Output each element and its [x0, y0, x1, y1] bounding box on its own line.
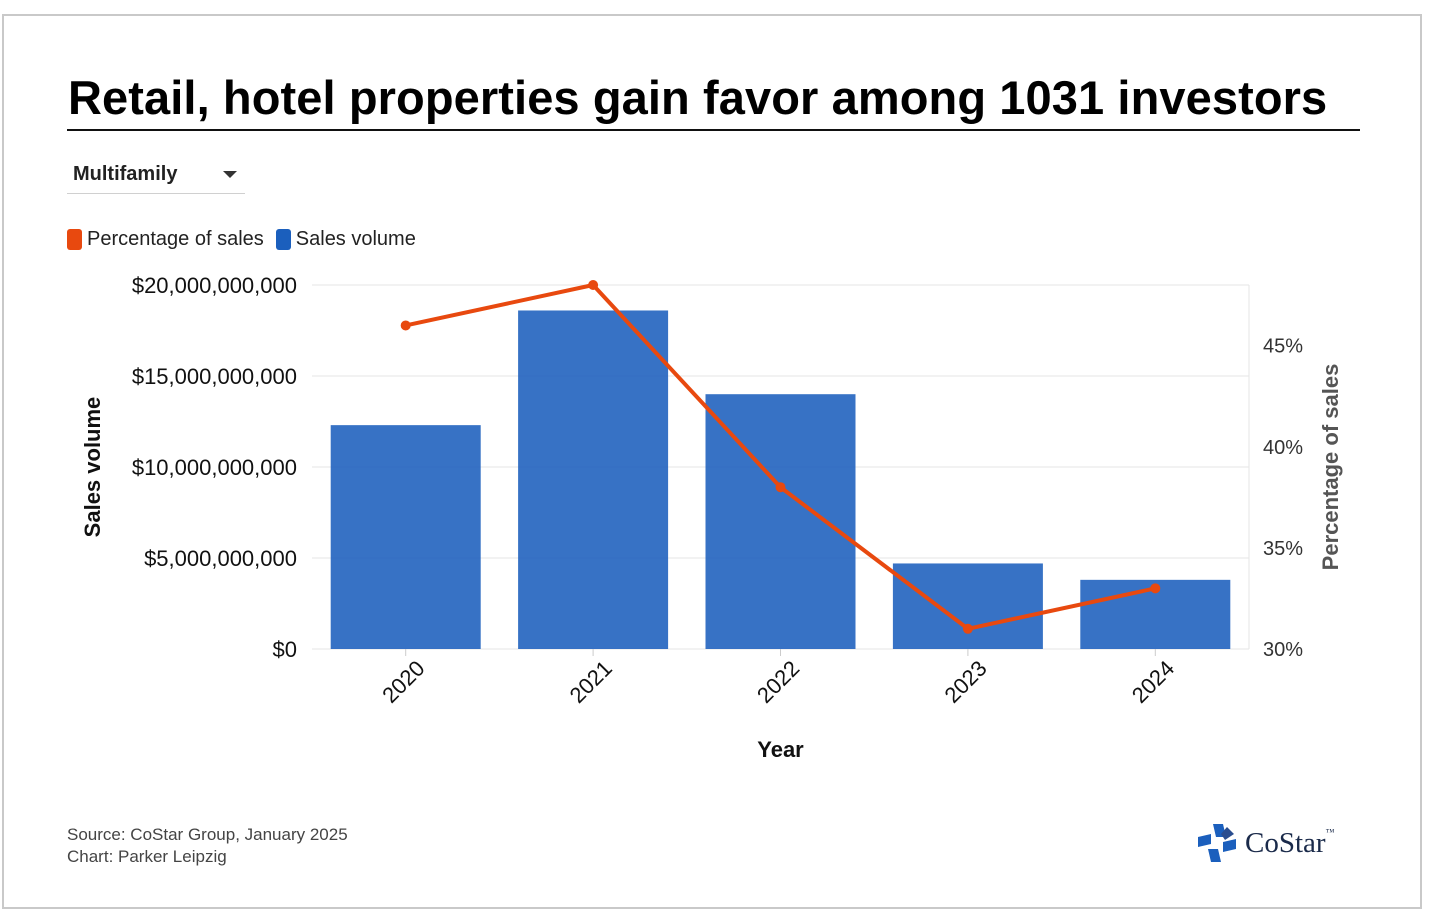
bar-2022 — [705, 394, 856, 649]
legend-item-percentage: Percentage of sales — [67, 228, 264, 251]
costar-star-icon — [1198, 824, 1236, 862]
y2-tick-label: 30% — [1263, 639, 1303, 661]
y-tick-label: $20,000,000,000 — [132, 273, 297, 298]
logo-trademark: ™ — [1325, 826, 1335, 837]
bar-2021 — [518, 310, 669, 649]
legend-label-volume: Sales volume — [295, 227, 416, 250]
legend-swatch-percentage — [67, 228, 82, 250]
source-line: Source: CoStar Group, January 2025 — [67, 825, 348, 844]
y2-tick-label: 40% — [1263, 437, 1303, 459]
logo-text: CoStar — [1245, 826, 1326, 859]
percentage-point-2023 — [962, 623, 973, 634]
x-tick-label: 2022 — [752, 656, 804, 708]
percentage-point-2021 — [588, 280, 599, 290]
chart-legend: Percentage of sales Sales volume — [67, 227, 428, 251]
y-axis-title: Sales volume — [80, 397, 105, 538]
dropdown-selected-value: Multifamily — [73, 163, 178, 185]
y-tick-label: $0 — [273, 637, 297, 662]
legend-item-volume: Sales volume — [275, 227, 416, 251]
chevron-down-icon — [223, 171, 237, 178]
y-tick-label: $5,000,000,000 — [144, 546, 297, 571]
y2-axis-title: Percentage of sales — [1318, 364, 1343, 571]
y2-tick-label: 35% — [1263, 538, 1303, 560]
y-tick-label: $10,000,000,000 — [132, 455, 297, 480]
x-tick-label: 2024 — [1127, 656, 1179, 708]
logo-wordmark: CoStar™ — [1245, 827, 1334, 860]
percentage-point-2020 — [400, 320, 411, 331]
credit-line: Chart: Parker Leipzig — [67, 847, 227, 866]
property-type-dropdown[interactable]: Multifamily — [67, 158, 245, 194]
bar-2020 — [330, 425, 481, 649]
x-axis-title: Year — [757, 737, 804, 762]
x-tick-label: 2021 — [565, 656, 617, 708]
title-divider — [67, 129, 1360, 131]
legend-label-percentage: Percentage of sales — [87, 227, 264, 250]
x-tick-label: 2020 — [377, 656, 429, 708]
source-note: Source: CoStar Group, January 2025 Chart… — [67, 824, 348, 868]
percentage-point-2024 — [1150, 583, 1161, 594]
bar-2023 — [892, 563, 1043, 649]
y-tick-label: $15,000,000,000 — [132, 364, 297, 389]
percentage-point-2022 — [775, 482, 786, 493]
legend-swatch-volume — [275, 228, 291, 250]
x-tick-label: 2023 — [939, 656, 991, 708]
costar-logo: CoStar™ — [1197, 823, 1334, 863]
chart-title: Retail, hotel properties gain favor amon… — [68, 71, 1328, 124]
y2-tick-label: 45% — [1263, 336, 1303, 358]
